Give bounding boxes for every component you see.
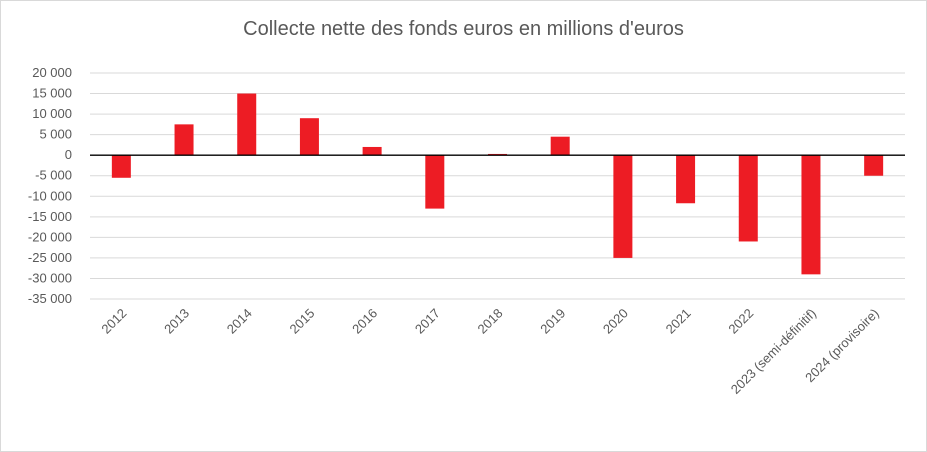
chart-title: Collecte nette des fonds euros en millio… <box>243 18 684 40</box>
bar-2014 <box>237 93 257 156</box>
bar-2019 <box>550 136 570 156</box>
y-tick-label: -25 000 <box>28 250 72 265</box>
x-tick-label: 2022 <box>725 306 756 337</box>
x-tick-label: 2020 <box>600 306 631 337</box>
x-tick-label: 2017 <box>412 306 443 337</box>
bar-2017 <box>425 155 445 209</box>
bar-2015 <box>299 118 319 156</box>
bar-2016 <box>362 146 382 156</box>
y-tick-label: 15 000 <box>32 86 72 101</box>
bar-2012 <box>111 155 131 178</box>
x-tick-label: 2014 <box>224 306 255 337</box>
y-tick-label: -35 000 <box>28 291 72 306</box>
bar-2024 <box>864 155 884 176</box>
y-tick-label: -15 000 <box>28 209 72 224</box>
y-tick-label: 20 000 <box>32 65 72 80</box>
y-tick-label: -5 000 <box>35 168 72 183</box>
bar-2022 <box>738 155 758 242</box>
bar-2013 <box>174 124 194 156</box>
x-tick-label: 2015 <box>286 306 317 337</box>
x-tick-label: 2021 <box>663 306 694 337</box>
y-tick-label: 5 000 <box>39 127 72 142</box>
x-tick-label: 2012 <box>98 306 129 337</box>
y-tick-label: 0 <box>65 147 72 162</box>
x-tick-label: 2016 <box>349 306 380 337</box>
x-tick-label: 2019 <box>537 306 568 337</box>
bar-2023 <box>801 155 821 275</box>
x-tick-label: 2018 <box>475 306 506 337</box>
y-tick-label: -10 000 <box>28 188 72 203</box>
y-tick-label: 10 000 <box>32 106 72 121</box>
y-tick-label: -20 000 <box>28 229 72 244</box>
bar-2021 <box>676 155 696 204</box>
bar-2020 <box>613 155 633 258</box>
y-tick-label: -30 000 <box>28 270 72 285</box>
x-tick-label: 2013 <box>161 306 192 337</box>
